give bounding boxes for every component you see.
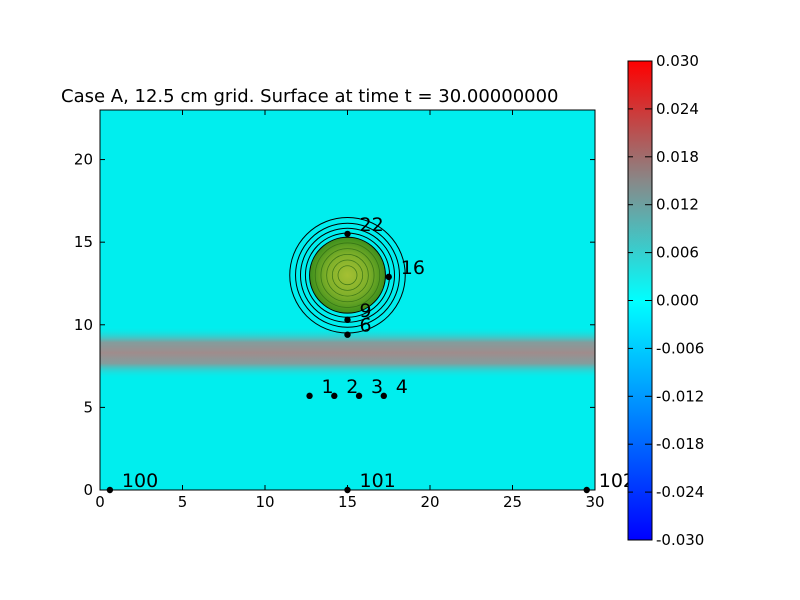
land-contour (331, 259, 364, 291)
x-tick-label: 20 (420, 493, 439, 511)
chart-title: Case A, 12.5 cm grid. Surface at time t … (61, 86, 559, 107)
land-contour (320, 248, 375, 303)
x-axis: 0 5 10 15 20 25 30 (95, 110, 605, 511)
colorbar-tick-label: 0.024 (656, 100, 699, 118)
colorbar-tick-label: -0.006 (656, 339, 704, 357)
x-tick-label: 5 (178, 493, 188, 511)
colorbar-tick-label: -0.018 (656, 435, 704, 453)
colorbar-tick-label: -0.030 (656, 531, 704, 549)
y-tick-label: 15 (74, 233, 93, 251)
y-tick-label: 0 (83, 481, 93, 499)
gauge-point (331, 392, 338, 400)
colorbar-tick-label: 0.030 (656, 52, 699, 70)
x-tick-label: 30 (585, 493, 604, 511)
gauge-label: 2 (346, 376, 358, 398)
gauge-point (344, 230, 351, 238)
gauge-label: 101 (360, 470, 396, 492)
x-tick-label: 15 (338, 493, 357, 511)
land-contour (314, 242, 381, 308)
y-tick-label: 20 (74, 151, 93, 169)
colorbar-tick-label: 0.012 (656, 196, 699, 214)
colorbar-tick-label: 0.006 (656, 244, 699, 262)
y-tick-label: 10 (74, 316, 93, 334)
y-tick-label: 5 (83, 398, 93, 416)
colorbar-tick-label: 0.018 (656, 148, 699, 166)
gauge-label: 16 (401, 257, 425, 279)
island-land (309, 236, 386, 314)
colorbar: 0.030 0.024 0.018 0.012 0.006 0.000 -0.006 -0.0… (627, 52, 704, 549)
gauge-label: 22 (360, 214, 384, 236)
land-contour (337, 265, 358, 286)
gauge-label: 3 (371, 376, 383, 398)
gauge-label: 1 (322, 376, 334, 398)
gauge-markers: 1 2 3 4 69 16 22 100 101 102 (106, 214, 635, 494)
x-tick-label: 10 (255, 493, 274, 511)
y-axis: 0 5 10 15 20 (74, 151, 595, 499)
gauge-point (344, 316, 351, 324)
colorbar-tick-label: 0.000 (656, 292, 699, 310)
plot-area: 1 2 3 4 69 16 22 100 101 102 0 5 10 15 20 25 30 0 5 10 15 2… (74, 109, 635, 511)
colorbar-tick-label: -0.024 (656, 483, 704, 501)
gauge-point (355, 392, 363, 400)
gauge-point (306, 392, 313, 400)
contour-line (295, 222, 400, 328)
x-tick-label: 0 (95, 493, 105, 511)
gauge-label: 100 (122, 470, 158, 492)
gauge-point (344, 331, 351, 338)
colorbar-ticks: 0.030 0.024 0.018 0.012 0.006 0.000 -0.006 -0.0… (628, 52, 704, 549)
x-tick-label: 25 (503, 493, 522, 511)
colorbar-tick-label: -0.012 (656, 387, 704, 405)
gauge-label: 9 (360, 300, 372, 322)
gauge-label: 6 (360, 315, 372, 337)
land-contour (326, 253, 369, 297)
gauge-point (380, 392, 387, 400)
gauge-label: 4 (396, 376, 408, 398)
gauge-label: 102 (599, 470, 635, 492)
gauge-point (385, 273, 392, 281)
